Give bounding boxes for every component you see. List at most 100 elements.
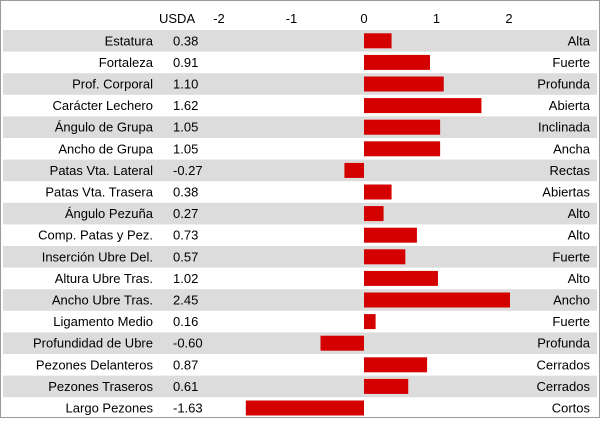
trait-bar <box>364 98 482 114</box>
trait-bar <box>364 76 444 92</box>
trait-label: Estatura <box>105 33 154 48</box>
trait-value-label: 0.61 <box>173 379 198 394</box>
trait-value-label: 0.87 <box>173 357 198 372</box>
trait-label: Ancho Ubre Tras. <box>52 293 153 308</box>
trait-row: Carácter Lechero 1.62 Abierta <box>53 98 591 114</box>
trait-label: Largo Pezones <box>66 401 154 416</box>
row-stripe <box>3 332 597 354</box>
trait-descriptor: Fuerte <box>552 314 590 329</box>
x-tick-label: 0 <box>360 11 367 26</box>
trait-descriptor: Profunda <box>537 336 591 351</box>
trait-row: Prof. Corporal 1.10 Profunda <box>72 76 591 92</box>
trait-bar <box>364 249 406 265</box>
trait-bar <box>364 184 392 200</box>
trait-row: Pezones Delanteros 0.87 Cerrados <box>36 357 590 373</box>
trait-label: Ancho de Grupa <box>58 141 153 156</box>
trait-row: Fortaleza 0.91 Fuerte <box>99 54 590 70</box>
trait-bar <box>364 357 428 373</box>
trait-label: Prof. Corporal <box>72 77 153 92</box>
trait-row: Estatura 0.38 Alta <box>105 33 591 49</box>
trait-value-label: 2.45 <box>173 293 198 308</box>
chart-header: USDA <box>159 11 195 26</box>
trait-value-label: 1.10 <box>173 77 198 92</box>
row-stripe <box>3 246 597 268</box>
trait-row: Ángulo Pezuña 0.27 Alto <box>65 206 590 222</box>
trait-descriptor: Alto <box>568 206 590 221</box>
row-stripe <box>3 116 597 138</box>
x-axis-ticks: -2 -1 0 1 2 <box>213 11 512 26</box>
row-stripe <box>3 30 597 52</box>
row-stripe <box>3 159 597 182</box>
trait-bar <box>245 400 364 416</box>
trait-row: Largo Pezones -1.63 Cortos <box>66 400 590 416</box>
trait-row: Comp. Patas y Pez. 0.73 Alto <box>38 227 590 243</box>
trait-bar <box>364 292 510 308</box>
trait-label: Carácter Lechero <box>53 98 153 113</box>
trait-descriptor: Inclinada <box>538 120 591 135</box>
trait-descriptor: Cerrados <box>537 379 591 394</box>
trait-value-label: 0.57 <box>173 249 198 264</box>
trait-row: Pezones Traseros 0.61 Cerrados <box>48 378 591 394</box>
trait-bar <box>364 119 441 135</box>
trait-row: Altura Ubre Tras. 1.02 Alto <box>55 270 590 286</box>
trait-label: Pezones Traseros <box>48 379 153 394</box>
trait-row: Profundidad de Ubre -0.60 Profunda <box>33 335 591 351</box>
trait-descriptor: Fuerte <box>552 55 590 70</box>
trait-value-label: 0.73 <box>173 228 198 243</box>
trait-bar <box>364 54 430 70</box>
trait-bar <box>364 378 409 394</box>
trait-bar <box>364 33 392 49</box>
trait-value-label: -1.63 <box>173 401 203 416</box>
row-stripe <box>3 73 597 95</box>
trait-row: Ángulo de Grupa 1.05 Inclinada <box>55 119 591 135</box>
trait-value-label: 0.38 <box>173 33 198 48</box>
trait-descriptor: Profunda <box>537 77 591 92</box>
trait-descriptor: Ancho <box>553 293 590 308</box>
trait-label: Ángulo Pezuña <box>65 206 154 221</box>
trait-label: Pezones Delanteros <box>36 357 154 372</box>
trait-row: Ligamento Medio 0.16 Fuerte <box>53 314 590 330</box>
trait-descriptor: Rectas <box>550 163 591 178</box>
trait-descriptor: Alto <box>568 271 590 286</box>
trait-value-label: 1.05 <box>173 120 198 135</box>
trait-descriptor: Ancha <box>553 141 591 156</box>
trait-value-label: 0.91 <box>173 55 198 70</box>
trait-value-label: 0.38 <box>173 185 198 200</box>
trait-label: Comp. Patas y Pez. <box>38 228 153 243</box>
trait-label: Profundidad de Ubre <box>33 336 153 351</box>
x-tick-label: 1 <box>433 11 440 26</box>
trait-label: Ligamento Medio <box>53 314 153 329</box>
trait-value-label: -0.60 <box>173 336 203 351</box>
trait-label: Inserción Ubre Del. <box>42 249 153 264</box>
trait-value-label: 0.27 <box>173 206 198 221</box>
trait-value-label: 1.62 <box>173 98 198 113</box>
trait-label: Ángulo de Grupa <box>55 120 154 135</box>
row-stripe <box>3 375 597 398</box>
trait-bar <box>320 335 364 351</box>
trait-descriptor: Fuerte <box>552 249 590 264</box>
trait-descriptor: Abiertas <box>542 185 590 200</box>
trait-value-label: -0.27 <box>173 163 203 178</box>
trait-descriptor: Abierta <box>549 98 591 113</box>
row-stripe <box>3 202 597 225</box>
trait-label: Fortaleza <box>99 55 154 70</box>
trait-bar <box>364 227 417 243</box>
trait-label: Patas Vta. Trasera <box>45 185 153 200</box>
trait-row: Ancho de Grupa 1.05 Ancha <box>58 141 591 157</box>
x-tick-label: -1 <box>286 11 298 26</box>
trait-bar <box>344 162 364 178</box>
trait-row: Ancho Ubre Tras. 2.45 Ancho <box>52 292 590 308</box>
value-column-header: USDA <box>159 11 195 26</box>
trait-label: Patas Vta. Lateral <box>50 163 153 178</box>
trait-value-label: 1.05 <box>173 141 198 156</box>
trait-value-label: 1.02 <box>173 271 198 286</box>
x-tick-label: -2 <box>213 11 225 26</box>
trait-bar <box>364 141 441 157</box>
trait-row: Patas Vta. Lateral -0.27 Rectas <box>50 162 591 178</box>
header-band <box>3 7 597 29</box>
trait-descriptor: Alta <box>568 33 591 48</box>
x-tick-label: 2 <box>505 11 512 26</box>
trait-rows: Estatura 0.38 Alta Fortaleza 0.91 Fuerte Prof.… <box>33 33 591 416</box>
